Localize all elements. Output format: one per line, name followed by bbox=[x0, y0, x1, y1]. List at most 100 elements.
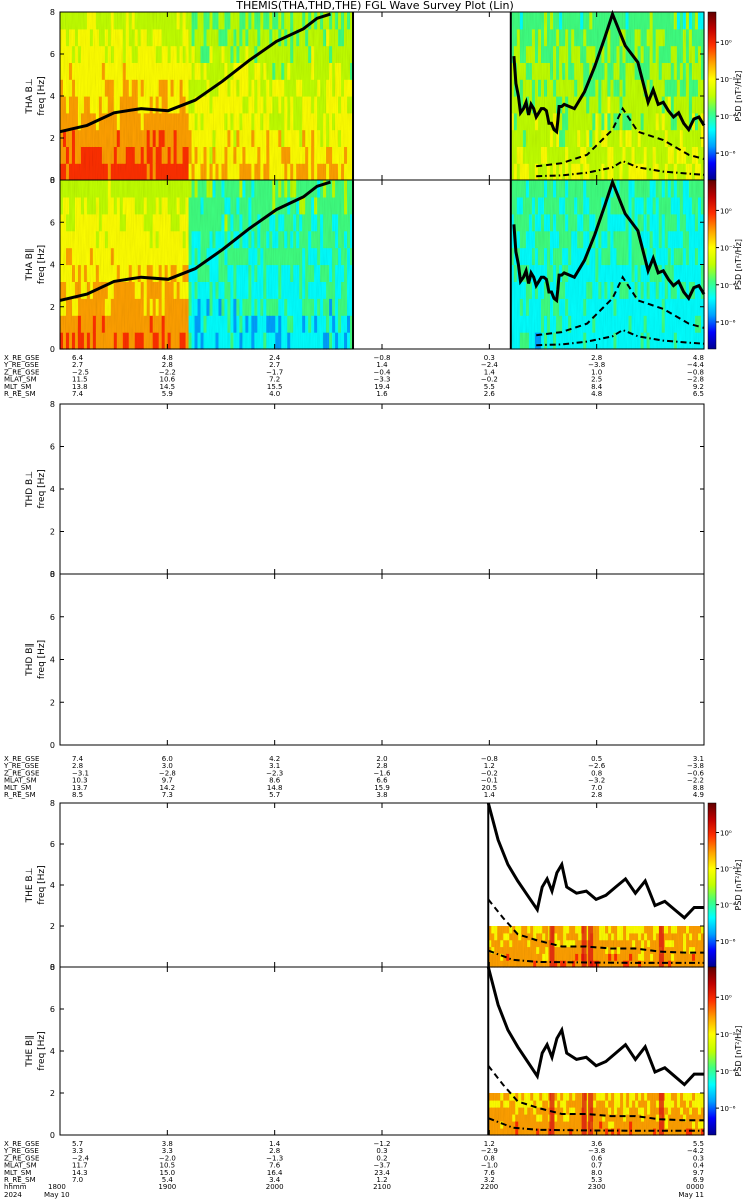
spectrogram-cell bbox=[293, 196, 297, 215]
spectrogram-cell bbox=[110, 28, 115, 47]
spectrogram-cell bbox=[239, 213, 243, 232]
colorbar-tick-label: 10⁻⁶ bbox=[720, 319, 736, 327]
spectrogram-cell bbox=[200, 12, 205, 30]
spectrogram-cell bbox=[625, 247, 630, 266]
spectrogram-cell bbox=[516, 163, 521, 181]
spectrogram-cell bbox=[194, 12, 199, 30]
spectrogram-cell bbox=[513, 146, 518, 164]
spectrogram-cell bbox=[269, 196, 273, 215]
spectrogram-cell bbox=[577, 281, 581, 299]
spectrogram-cell bbox=[596, 939, 600, 948]
spectrogram-cell bbox=[613, 79, 618, 97]
spectrogram-cell bbox=[527, 946, 531, 954]
spectrogram-cell bbox=[146, 332, 151, 350]
spectrogram-cell bbox=[68, 180, 73, 198]
spectrogram-cell bbox=[540, 62, 545, 80]
spectrogram-cell bbox=[278, 180, 282, 198]
spectrogram-cell bbox=[104, 264, 109, 282]
spectrogram-cell bbox=[89, 196, 94, 215]
spectrogram-cell bbox=[571, 315, 575, 333]
spectrogram-cell bbox=[510, 298, 515, 316]
spectrogram-cell bbox=[595, 281, 599, 299]
spectrogram-cell bbox=[599, 946, 603, 954]
spectrogram-cell bbox=[542, 926, 546, 934]
spectrogram-cell bbox=[622, 129, 627, 147]
spectrogram-cell bbox=[60, 180, 64, 198]
spectrogram-cell bbox=[347, 163, 351, 181]
spectrogram-cell bbox=[556, 62, 560, 80]
spectrogram-cell bbox=[71, 129, 76, 147]
date-label: May 10 bbox=[44, 1191, 70, 1199]
spectrogram-cell bbox=[519, 281, 524, 299]
spectrogram-cell bbox=[338, 264, 342, 282]
spectrogram-cell bbox=[682, 281, 687, 299]
spectrogram-cell bbox=[497, 1093, 501, 1101]
ephemeris-value: 6.4 bbox=[72, 354, 84, 362]
spectrogram-cell bbox=[317, 230, 321, 249]
spectrogram-cell bbox=[215, 180, 220, 198]
spectrogram-cell bbox=[568, 79, 572, 97]
spectrogram-cell bbox=[206, 264, 211, 282]
spectrogram-cell bbox=[107, 12, 112, 30]
spectrogram-cell bbox=[215, 146, 220, 164]
spectrogram-cell bbox=[632, 1121, 636, 1129]
spectrogram-cell bbox=[338, 332, 342, 350]
spectrogram-cell bbox=[269, 28, 273, 47]
spectrogram-cell bbox=[661, 112, 666, 131]
spectrogram-cell bbox=[77, 129, 82, 147]
spectrogram-cell bbox=[671, 1100, 675, 1108]
spectrogram-cell bbox=[625, 213, 630, 232]
spectrogram-cell bbox=[200, 180, 205, 198]
spectrogram-cell bbox=[209, 112, 214, 131]
panel-label-tha-bl: THA B⊥ bbox=[25, 78, 35, 114]
spectrogram-cell bbox=[661, 230, 666, 249]
spectrogram-cell bbox=[525, 129, 530, 147]
spectrogram-cell bbox=[86, 28, 91, 47]
spectrogram-cell bbox=[643, 96, 648, 114]
spectrogram-cell bbox=[350, 163, 354, 181]
spectrogram-cell bbox=[679, 79, 684, 97]
ephemeris-value: 10.3 bbox=[72, 777, 88, 785]
spectrogram-cell bbox=[537, 12, 542, 30]
spectrogram-cell bbox=[323, 146, 327, 164]
spectrogram-cell bbox=[230, 247, 235, 266]
spectrogram-cell bbox=[565, 28, 569, 47]
spectrogram-cell bbox=[311, 112, 315, 131]
ephemeris-value: 2.8 bbox=[269, 1147, 280, 1155]
spectrogram-cell bbox=[674, 1093, 678, 1101]
spectrogram-cell bbox=[688, 264, 693, 282]
spectrogram-cell bbox=[629, 932, 633, 941]
spectrogram-cell bbox=[519, 247, 524, 266]
spectrogram-cell bbox=[589, 96, 593, 114]
spectrogram-cell bbox=[569, 1107, 573, 1115]
spectrogram-cell bbox=[607, 146, 612, 164]
spectrogram-cell bbox=[254, 12, 258, 30]
spectrogram-cell bbox=[643, 28, 648, 47]
spectrogram-cell bbox=[670, 79, 675, 97]
spectrogram-cell bbox=[638, 946, 642, 954]
time-tick-label: 1900 bbox=[158, 1183, 176, 1191]
spectrogram-cell bbox=[676, 12, 681, 30]
spectrogram-cell bbox=[284, 180, 288, 198]
spectrogram-cell bbox=[230, 213, 235, 232]
spectrogram-cell bbox=[182, 298, 187, 316]
spectrogram-cell bbox=[101, 247, 106, 266]
spectrogram-cell bbox=[644, 1107, 648, 1115]
ephemeris-value: −2.6 bbox=[588, 762, 606, 770]
spectrogram-cell bbox=[68, 163, 73, 181]
spectrogram-cell bbox=[673, 230, 678, 249]
spectrogram-cell bbox=[519, 79, 524, 97]
spectrogram-cell bbox=[209, 281, 214, 299]
spectrogram-cell bbox=[531, 28, 536, 47]
spectrogram-cell bbox=[640, 315, 645, 333]
spectrogram-cell bbox=[661, 62, 666, 80]
spectrogram-cell bbox=[524, 953, 528, 961]
spectrogram-cell bbox=[679, 332, 684, 350]
spectrogram-cell bbox=[628, 298, 633, 316]
spectrogram-cell bbox=[134, 332, 139, 350]
spectrogram-cell bbox=[188, 163, 193, 181]
spectrogram-cell bbox=[275, 96, 279, 114]
spectrogram-cell bbox=[185, 28, 190, 47]
spectrogram-cell bbox=[491, 932, 495, 941]
spectrogram-cell bbox=[242, 213, 246, 232]
